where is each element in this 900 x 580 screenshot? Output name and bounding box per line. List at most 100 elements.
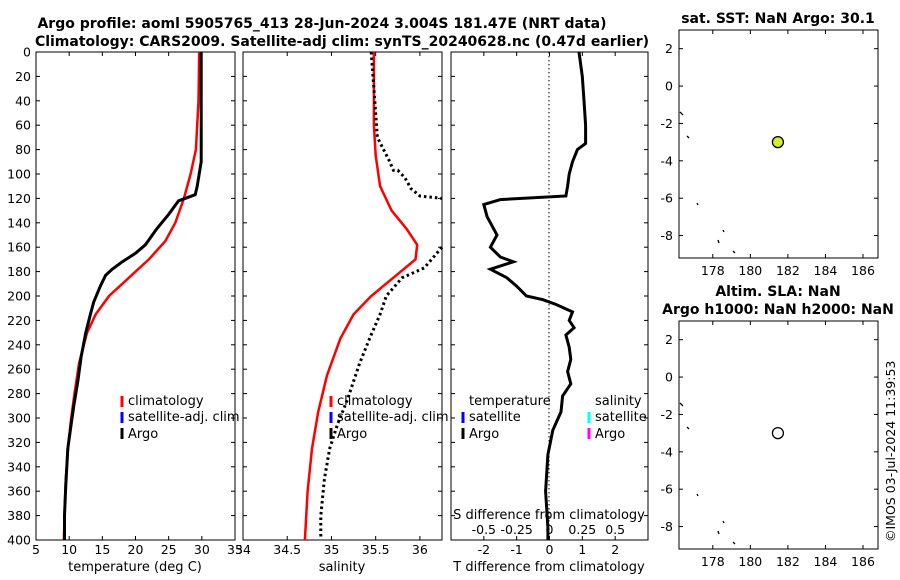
depth-tick-label: 120 xyxy=(7,191,31,206)
map-x-tick-label: 178 xyxy=(701,554,725,569)
depth-tick-label: 20 xyxy=(15,69,31,84)
x-tick-label: 20 xyxy=(128,542,144,557)
legend-argo: Argo xyxy=(337,427,367,442)
s-tick-label: -0.5 xyxy=(472,522,496,537)
depth-tick-label: 0 xyxy=(23,45,31,60)
map-x-tick-label: 186 xyxy=(851,554,875,569)
depth-tick-label: 40 xyxy=(15,93,31,108)
map-x-tick-label: 180 xyxy=(738,263,762,278)
map-y-tick-label: -6 xyxy=(661,191,674,206)
x-tick-label: -1 xyxy=(510,542,522,557)
map-x-tick-label: 184 xyxy=(814,263,838,278)
map-x-tick-label: 178 xyxy=(701,263,725,278)
x-tick-label: 34.5 xyxy=(273,542,301,557)
depth-tick-label: 320 xyxy=(7,435,31,450)
difference-yticks xyxy=(451,51,648,541)
legend-climatology: climatology xyxy=(337,394,413,409)
s-tick-label: -0.25 xyxy=(500,522,532,537)
temperature-xticks: 5 10 15 20 25 30 35 xyxy=(32,52,243,557)
altimetry-map-ticks: 178 180 182 184 186 2 0 -2 -4 -6 -8 xyxy=(661,321,878,569)
argo-position-marker xyxy=(771,135,785,149)
depth-tick-label: 160 xyxy=(7,240,31,255)
map-x-tick-label: 184 xyxy=(814,554,838,569)
salinity-xlabel: salinity xyxy=(319,560,366,575)
s-tick-label: 0.5 xyxy=(605,522,625,537)
sst-map-title: sat. SST: NaN Argo: 30.1 xyxy=(681,11,875,27)
depth-tick-label: 380 xyxy=(7,508,31,523)
map-x-tick-label: 182 xyxy=(776,554,800,569)
map-y-tick-label: 0 xyxy=(665,370,673,385)
legend-climatology: climatology xyxy=(128,394,204,409)
depth-tick-label: 60 xyxy=(15,118,31,133)
sst-map-coastlines xyxy=(679,111,736,254)
map-y-tick-label: -4 xyxy=(661,153,674,168)
x-tick-label: 34 xyxy=(235,542,251,557)
legend-s-satellite: satellite xyxy=(595,410,647,425)
map-y-tick-label: -2 xyxy=(661,116,673,131)
depth-ticks: 0 20 40 60 80 100 120 140 160 180 200 220 240 260 280 3… xyxy=(7,45,235,548)
sst-map-ticks: 178 180 182 184 186 2 0 -2 -4 -6 -8 xyxy=(661,30,878,278)
altimetry-title-1: Altim. SLA: NaN xyxy=(715,284,840,300)
x-tick-label: 0 xyxy=(546,542,554,557)
panel-altimetry-map: Altim. SLA: NaN Argo h1000: NaN h2000: N… xyxy=(661,284,894,569)
map-y-tick-label: 0 xyxy=(665,79,673,94)
legend-s-argo: Argo xyxy=(595,427,625,442)
legend-satellite: satellite-adj. clim xyxy=(128,410,240,425)
title-line1: Argo profile: aoml 5905765_413 28-Jun-20… xyxy=(37,16,606,32)
x-tick-label: 30 xyxy=(194,542,210,557)
map-y-tick-label: -2 xyxy=(661,407,673,422)
x-tick-label: 35 xyxy=(227,542,243,557)
legend-temperature: temperature xyxy=(469,394,551,409)
sst-map-axes xyxy=(678,29,879,259)
temperature-legend: climatology satellite-adj. clim Argo xyxy=(120,394,240,442)
depth-tick-label: 360 xyxy=(7,484,31,499)
depth-tick-label: 200 xyxy=(7,289,31,304)
altimetry-title-2: Argo h1000: NaN h2000: NaN xyxy=(662,302,894,318)
map-x-tick-label: 182 xyxy=(776,263,800,278)
salinity-axes xyxy=(242,51,443,541)
s-difference-label: S difference from climatology xyxy=(453,508,645,523)
x-tick-label: 35 xyxy=(323,542,339,557)
temperature-difference-line xyxy=(481,51,588,540)
depth-tick-label: 240 xyxy=(7,337,31,352)
salinity-argo-line xyxy=(369,51,443,200)
difference-xticks: -2 -1 0 1 2 xyxy=(478,52,619,557)
x-tick-label: 2 xyxy=(611,542,619,557)
map-y-tick-label: -4 xyxy=(661,444,674,459)
s-difference-ticks: -0.5 -0.25 0 0.25 0.5 xyxy=(472,522,625,537)
altimetry-map-axes xyxy=(678,320,879,550)
panel-salinity: 34 34.5 35 35.5 36 salinity climatology sate… xyxy=(235,51,449,575)
title-line2: Climatology: CARS2009. Satellite-adj cli… xyxy=(35,34,649,50)
panel-difference: -2 -1 0 1 2 S difference from climatology -0… xyxy=(450,51,649,575)
depth-tick-label: 100 xyxy=(7,167,31,182)
depth-tick-label: 140 xyxy=(7,215,31,230)
depth-tick-label: 80 xyxy=(15,142,31,157)
map-x-tick-label: 180 xyxy=(738,554,762,569)
panel-temperature: 0 20 40 60 80 100 120 140 160 180 200 220 240 260 280 3… xyxy=(7,45,243,576)
salinity-argo-deep-line xyxy=(319,246,444,540)
temperature-argo-line xyxy=(63,52,203,540)
temperature-climatology-line xyxy=(62,51,201,541)
x-tick-label: -2 xyxy=(478,542,490,557)
panel-sst-map: sat. SST: NaN Argo: 30.1 178 180 182 184 186… xyxy=(661,11,879,278)
x-tick-label: 15 xyxy=(94,542,110,557)
legend-satellite: satellite-adj. clim xyxy=(337,410,449,425)
map-y-tick-label: 2 xyxy=(665,41,673,56)
depth-tick-label: 340 xyxy=(7,459,31,474)
map-y-tick-label: -8 xyxy=(661,519,674,534)
altimetry-map-coastlines xyxy=(679,402,736,545)
x-tick-label: 25 xyxy=(161,542,177,557)
map-x-tick-label: 186 xyxy=(851,263,875,278)
argo-position-marker xyxy=(771,426,785,440)
depth-tick-label: 220 xyxy=(7,313,31,328)
salinity-xticks: 34 34.5 35 35.5 36 xyxy=(235,52,428,557)
depth-tick-label: 260 xyxy=(7,362,31,377)
depth-tick-label: 400 xyxy=(7,533,31,548)
temperature-xlabel: temperature (deg C) xyxy=(68,560,202,575)
depth-tick-label: 300 xyxy=(7,411,31,426)
legend-salinity: salinity xyxy=(595,394,642,409)
depth-tick-label: 280 xyxy=(7,386,31,401)
x-tick-label: 5 xyxy=(32,542,40,557)
s-tick-label: 0 xyxy=(546,522,554,537)
